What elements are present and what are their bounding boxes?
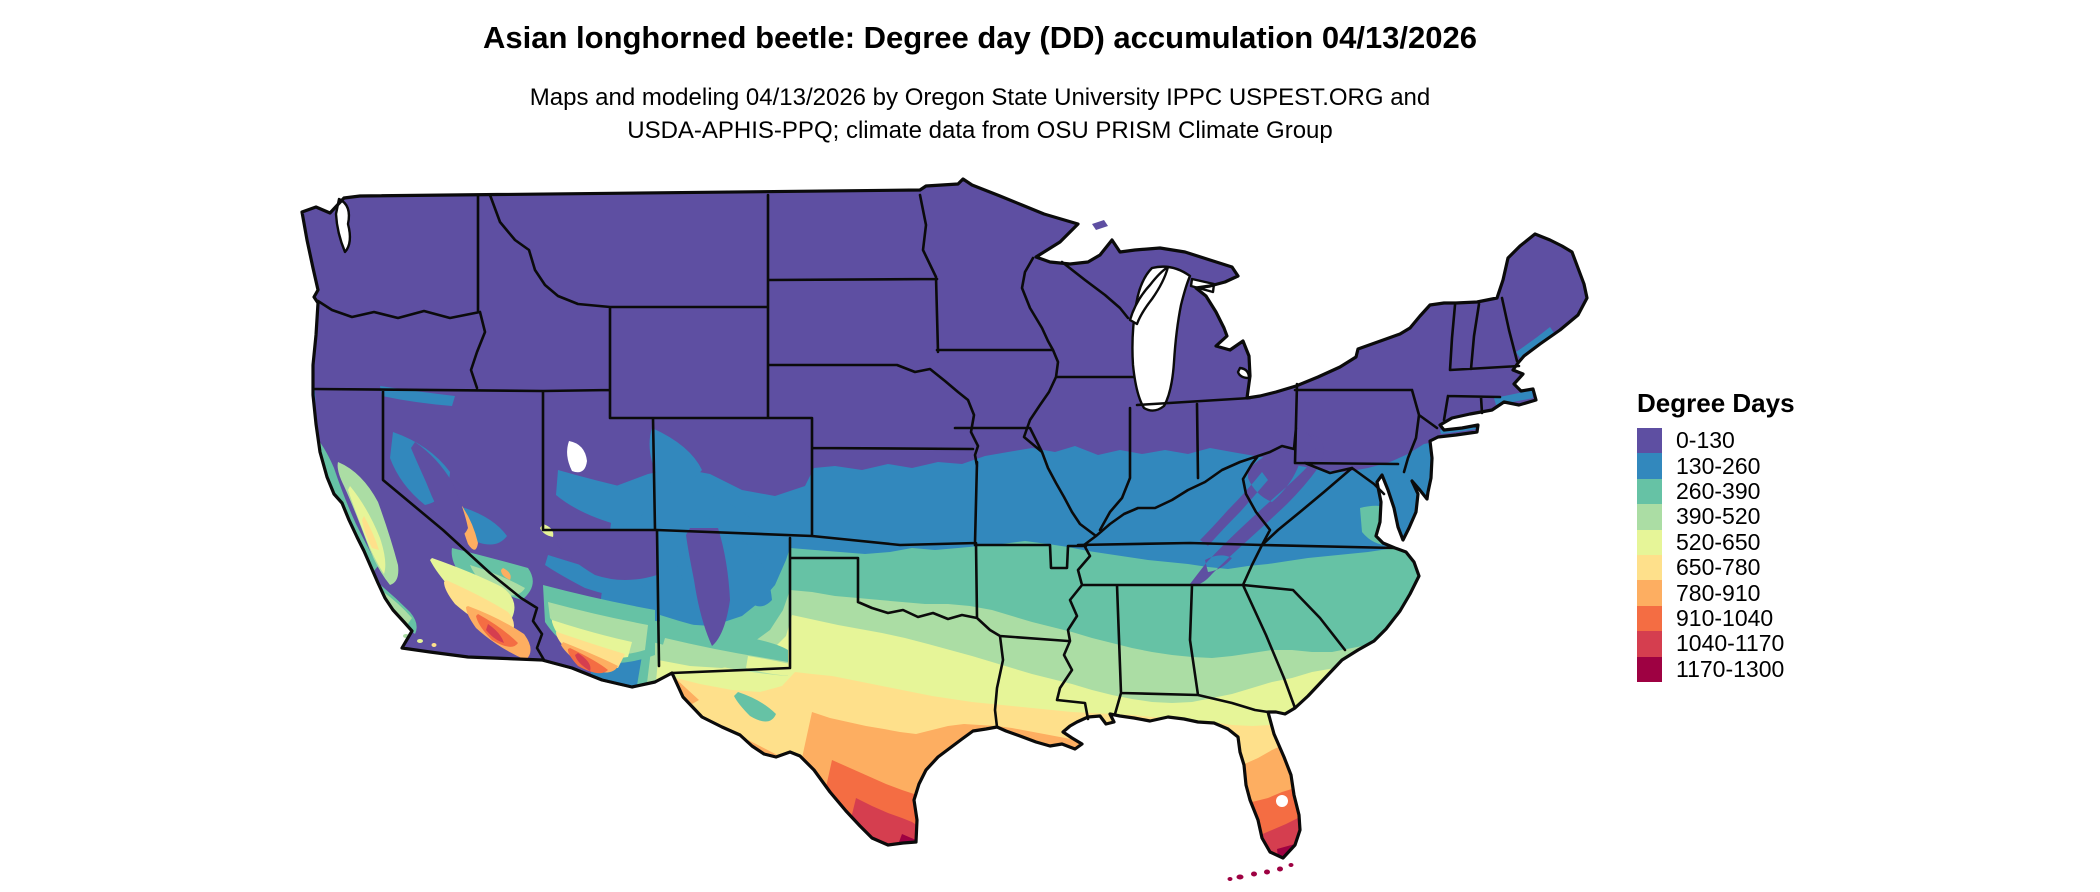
legend-row: 1170-1300 [1637, 655, 1795, 682]
isle-royale [1092, 220, 1108, 230]
legend-swatch [1637, 580, 1662, 606]
florida-key [1288, 863, 1294, 867]
west-region-detail [303, 360, 1403, 764]
legend-swatch [1637, 529, 1662, 555]
legend-swatch [1637, 656, 1662, 682]
legend-label: 130-260 [1676, 452, 1761, 479]
channel-island [417, 639, 423, 643]
subtitle-line-2: USDA-APHIS-PPQ; climate data from OSU PR… [627, 117, 1333, 144]
legend-row: 130-260 [1637, 452, 1795, 479]
legend-label: 1170-1300 [1676, 655, 1785, 682]
legend-row: 910-1040 [1637, 604, 1795, 632]
subtitle-line-1: Maps and modeling 04/13/2026 by Oregon S… [529, 84, 1431, 111]
great-salt-lake [567, 441, 587, 473]
page-title: Asian longhorned beetle: Degree day (DD)… [482, 20, 1477, 55]
legend-swatch [1637, 453, 1662, 479]
florida-key [1277, 866, 1283, 872]
legend-rows: 0-130 130-260 260-390 390-520 520-650 650-780… [1637, 427, 1795, 682]
legend-row: 650-780 [1637, 554, 1795, 581]
dd-class-9-region [899, 834, 1295, 858]
legend-row: 390-520 [1637, 503, 1795, 530]
legend-swatch [1637, 504, 1662, 530]
us-outline [300, 177, 1589, 860]
legend-label: 0-130 [1676, 427, 1735, 454]
legend-swatch [1637, 554, 1662, 581]
legend-label: 910-1040 [1676, 604, 1774, 631]
florida-key [1264, 869, 1270, 875]
legend-row: 1040-1170 [1637, 630, 1795, 657]
legend-swatch [1637, 478, 1662, 505]
legend-swatch [1637, 631, 1662, 657]
florida-key [1227, 877, 1233, 881]
islands [403, 220, 1294, 881]
legend-title: Degree Days [1637, 388, 1795, 418]
legend-label: 1040-1170 [1676, 630, 1785, 657]
degree-day-raster [302, 179, 1587, 858]
legend-row: 780-910 [1637, 579, 1795, 606]
legend-label: 390-520 [1676, 503, 1761, 530]
lake-pontchartrain [1071, 723, 1085, 733]
legend: Degree Days 0-130 130-260 260-390 390-520 52… [1637, 388, 1795, 682]
legend-label: 780-910 [1676, 579, 1761, 606]
legend-row: 0-130 [1637, 427, 1795, 454]
green-bay [1128, 265, 1170, 326]
legend-swatch [1637, 428, 1662, 454]
legend-row: 520-650 [1637, 528, 1795, 555]
puget-sound [334, 197, 352, 254]
florida-key [1251, 871, 1257, 877]
legend-row: 260-390 [1637, 477, 1795, 505]
legend-swatch [1637, 605, 1662, 632]
legend-label: 520-650 [1676, 528, 1761, 555]
legend-label: 260-390 [1676, 477, 1761, 504]
state-borders [311, 193, 1521, 847]
lake-okeechobee [1276, 795, 1288, 807]
florida-key [1236, 874, 1244, 880]
dd-class-8-region [830, 798, 1580, 858]
lakes [334, 197, 1288, 807]
channel-island [431, 643, 437, 647]
legend-label: 650-780 [1676, 554, 1761, 581]
